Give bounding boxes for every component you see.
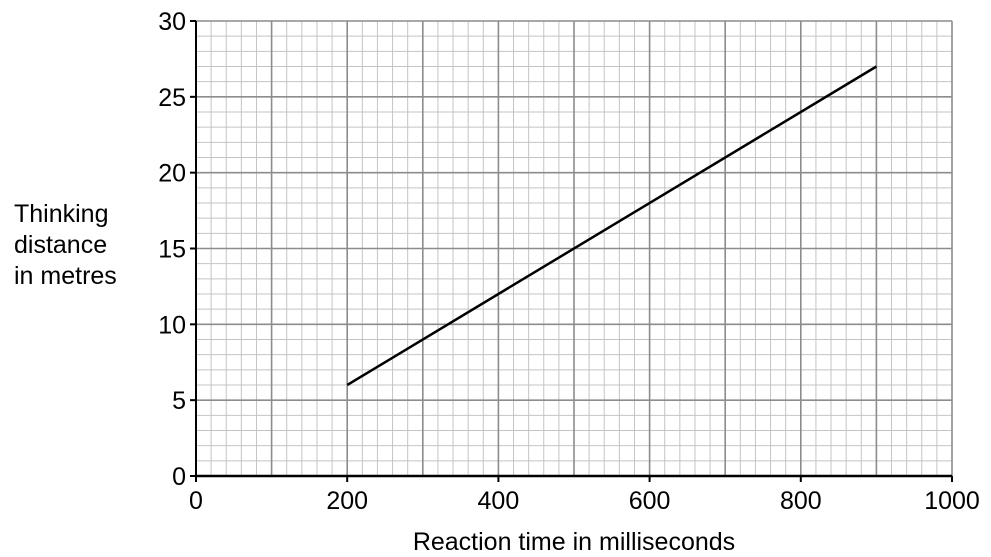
x-tick-label: 0 <box>189 487 203 515</box>
series-line <box>346 65 878 387</box>
y-tick-label: 20 <box>158 160 186 188</box>
axes <box>190 20 953 482</box>
x-tick-labels: 0 200 400 600 800 1000 <box>189 487 980 515</box>
y-tick-labels: 0 5 10 15 20 25 30 <box>158 8 186 491</box>
x-tick-label: 1000 <box>924 487 980 515</box>
data-series <box>346 65 878 387</box>
y-tick-label: 25 <box>158 84 186 112</box>
x-tick-label: 200 <box>326 487 368 515</box>
y-tick-label: 0 <box>172 463 186 491</box>
x-tick-label: 800 <box>780 487 822 515</box>
y-tick-label: 5 <box>172 387 186 415</box>
y-axis-label-line-1: Thinking <box>14 200 109 228</box>
x-axis-label: Reaction time in milliseconds <box>412 528 736 556</box>
y-tick-label: 15 <box>158 236 186 264</box>
x-tick-label: 600 <box>629 487 671 515</box>
x-tick-label: 400 <box>478 487 520 515</box>
y-tick-label: 30 <box>158 8 186 36</box>
y-axis-label-line-2: distance <box>14 231 108 259</box>
y-tick-label: 10 <box>158 311 186 339</box>
y-axis-label-line-3: in metres <box>14 262 117 290</box>
